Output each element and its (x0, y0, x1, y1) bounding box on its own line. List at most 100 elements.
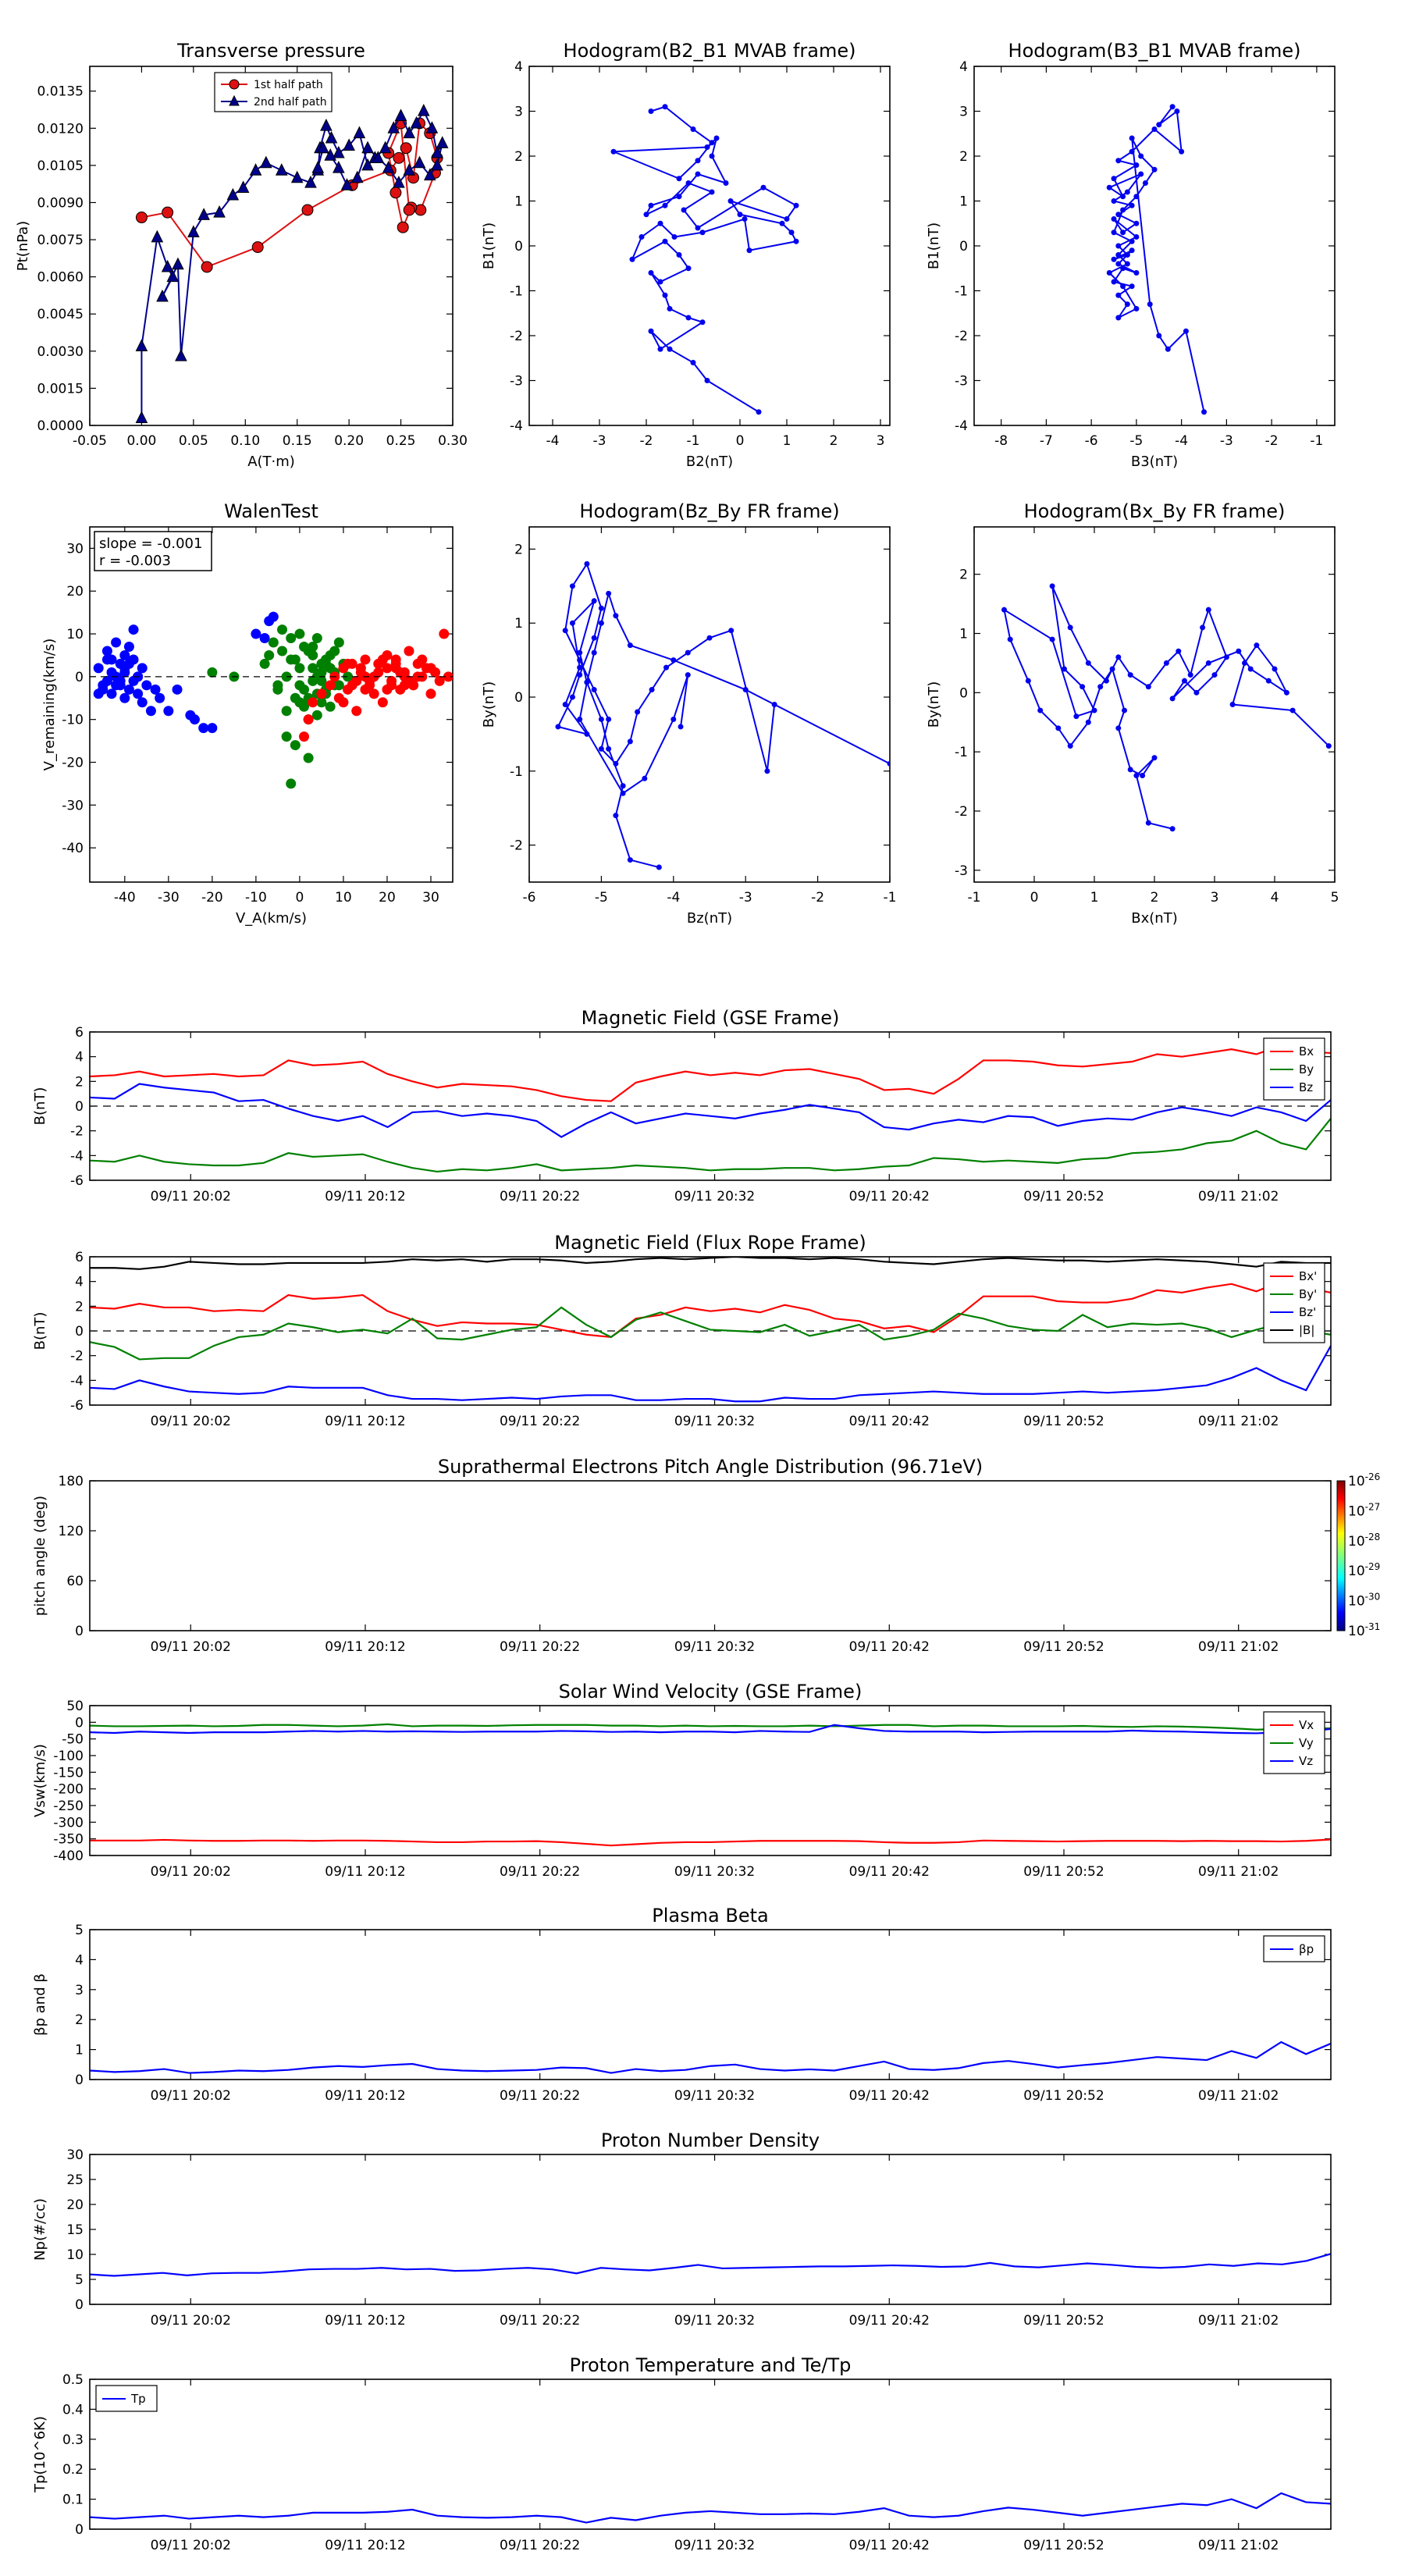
y-tick-label: 20 (66, 584, 84, 600)
data-point (1111, 176, 1117, 182)
data-point (403, 163, 416, 176)
chart-7: Magnetic Field (Flux Rope Frame) B(nT) 09/… (32, 1232, 1332, 1429)
colorbar-label: 10-28 (1348, 1532, 1380, 1550)
data-point (1133, 773, 1140, 778)
series-line-Bz' (90, 1345, 1331, 1403)
data-point (662, 202, 668, 208)
x-tick-label: 0.20 (334, 433, 364, 449)
x-tick-label: 09/11 20:02 (151, 2538, 231, 2553)
data-point (727, 198, 734, 204)
colorbar-label: 10-31 (1348, 1621, 1380, 1639)
data-point (275, 163, 288, 176)
y-tick-label: 2 (959, 149, 968, 165)
y-tick-label: 0 (75, 1324, 84, 1340)
data-point (373, 667, 384, 678)
legend-marker (229, 94, 240, 106)
plot-area (1106, 104, 1208, 415)
x-tick-label: 09/11 20:12 (325, 1414, 405, 1429)
data-point (123, 684, 134, 695)
data-point (1205, 660, 1211, 666)
y-tick-label: 30 (66, 541, 84, 557)
y-tick-label: 0.0075 (37, 233, 84, 248)
chart-4: Hodogram(Bz_By FR frame) Bz(nT) By(nT) -6 -5… (481, 500, 896, 927)
x-tick-label: 09/11 20:32 (674, 2088, 755, 2104)
y-tick-label: -6 (70, 1398, 84, 1414)
y-tick-label: -2 (70, 1124, 84, 1140)
data-point (577, 649, 583, 656)
data-point (699, 319, 706, 326)
data-point (1115, 158, 1122, 164)
x-tick-label: 09/11 21:02 (1198, 2538, 1279, 2553)
x-tick-label: -2 (1265, 433, 1279, 449)
data-point (135, 339, 148, 351)
x-tick-label: 09/11 21:02 (1198, 1414, 1279, 1429)
data-point (161, 259, 174, 272)
data-point (436, 136, 449, 148)
y-tick-label: -2 (510, 329, 523, 344)
y-tick-label: 4 (75, 1050, 84, 1066)
series-line-Tp (90, 2492, 1331, 2524)
data-point (671, 234, 678, 240)
x-tick-label: -4 (546, 433, 560, 449)
x-tick-label: 09/11 20:32 (674, 1414, 755, 1429)
x-tick-label: -5 (595, 890, 608, 906)
data-point (343, 658, 354, 669)
x-tick-label: 09/11 20:22 (500, 2538, 580, 2553)
data-point (1169, 826, 1176, 832)
y-tick-label: -1 (955, 284, 968, 300)
y-tick-label: -10 (62, 713, 84, 728)
data-point (1156, 122, 1162, 128)
data-point (290, 740, 301, 751)
y-tick-label: 3 (514, 105, 523, 120)
data-point (1007, 636, 1013, 642)
data-point (577, 664, 583, 671)
data-point (321, 658, 332, 669)
y-tick-label: 5 (75, 2272, 84, 2288)
data-point (1193, 689, 1200, 696)
x-tick-label: 0.15 (283, 433, 312, 449)
data-point (1151, 126, 1158, 132)
data-point (1120, 283, 1126, 290)
y-tick-label: 120 (59, 1524, 84, 1539)
x-tick-label: 09/11 20:12 (325, 2313, 405, 2329)
data-point (294, 663, 305, 674)
data-point (1120, 265, 1126, 272)
y-tick-label: -2 (70, 1349, 84, 1364)
data-point (657, 279, 663, 285)
data-point (1174, 109, 1180, 114)
x-tick-label: 09/11 20:42 (849, 1189, 930, 1204)
data-point (670, 657, 677, 664)
data-point (93, 688, 104, 699)
data-point (1176, 648, 1182, 654)
x-tick-label: -10 (245, 890, 267, 906)
data-point (162, 206, 174, 219)
x-tick-label: -30 (158, 890, 180, 906)
data-point (685, 672, 691, 678)
data-point (226, 187, 240, 201)
data-point (709, 153, 715, 159)
data-point (106, 667, 117, 678)
x-axis-label: Bz(nT) (687, 910, 732, 927)
data-point (1140, 773, 1146, 778)
data-point (119, 663, 130, 674)
y-axis-label: B1(nT) (926, 222, 942, 269)
y-tick-label: 1 (75, 2043, 84, 2058)
data-point (695, 171, 701, 177)
x-axis-label: Bx(nT) (1131, 910, 1177, 927)
data-point (562, 628, 568, 634)
x-tick-label: 09/11 20:02 (151, 1639, 231, 1655)
y-tick-label: 2 (75, 1074, 84, 1090)
data-point (1147, 301, 1153, 308)
plot-area (610, 104, 799, 415)
data-point (403, 204, 415, 216)
data-point (390, 663, 401, 674)
chart-title: Magnetic Field (Flux Rope Frame) (554, 1232, 866, 1254)
data-point (1133, 234, 1140, 240)
data-point (343, 138, 355, 151)
data-point (268, 637, 279, 648)
y-tick-label: -3 (955, 863, 968, 879)
data-point (1242, 660, 1247, 666)
x-tick-label: 09/11 20:42 (849, 1864, 930, 1880)
data-point (213, 205, 226, 218)
